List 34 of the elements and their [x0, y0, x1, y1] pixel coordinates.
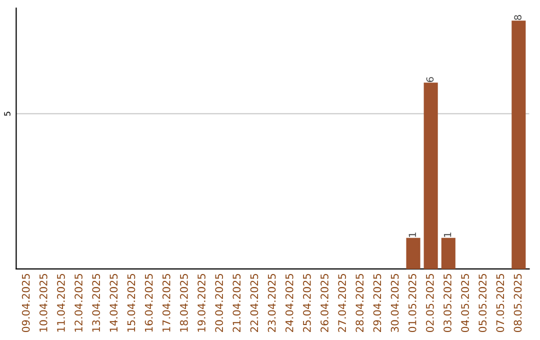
x-tick-label: 18.04.2025: [180, 274, 188, 332]
x-tick-label: 19.04.2025: [198, 274, 206, 332]
x-tick-label: 21.04.2025: [232, 274, 241, 332]
x-tick-label: 20.04.2025: [215, 274, 224, 332]
data-label: 6: [426, 77, 434, 82]
x-tick-label: 28.04.2025: [356, 274, 364, 332]
x-tick-label: 11.04.2025: [57, 274, 65, 332]
x-tick-label: 08.05.2025: [514, 274, 522, 332]
x-tick-label: 17.04.2025: [162, 274, 170, 332]
data-label: 1: [408, 232, 416, 237]
x-tick-label: 29.04.2025: [373, 274, 382, 332]
x-tick-label: 15.04.2025: [127, 274, 136, 332]
x-tick-label: 24.04.2025: [285, 274, 294, 332]
x-tick-label: 13.04.2025: [92, 274, 100, 332]
x-tick-label: 16.04.2025: [144, 274, 153, 332]
x-tick-label: 05.05.2025: [478, 274, 487, 332]
x-tick-label: 01.05.2025: [408, 274, 416, 332]
data-label: 8: [514, 15, 522, 20]
x-tick-label: 23.04.2025: [268, 274, 276, 332]
x-tick-label: 04.05.2025: [461, 274, 469, 332]
x-tick-label: 02.05.2025: [426, 274, 434, 332]
x-tick-label: 07.05.2025: [496, 274, 504, 332]
data-label: 1: [444, 232, 452, 237]
x-tick-label: 03.05.2025: [444, 274, 452, 332]
y-tick-label: 5: [4, 112, 10, 116]
x-tick-label: 30.04.2025: [390, 274, 399, 332]
x-tick-label: 09.04.2025: [22, 274, 30, 332]
x-tick-label: 26.04.2025: [320, 274, 328, 332]
x-tick-label: 27.04.2025: [338, 274, 346, 332]
x-tick-label: 25.04.2025: [302, 274, 311, 332]
x-tick-label: 10.04.2025: [39, 274, 48, 332]
x-tick-label: 14.04.2025: [110, 274, 118, 332]
x-tick-label: 22.04.2025: [250, 274, 258, 332]
x-tick-label: 12.04.2025: [74, 274, 82, 332]
